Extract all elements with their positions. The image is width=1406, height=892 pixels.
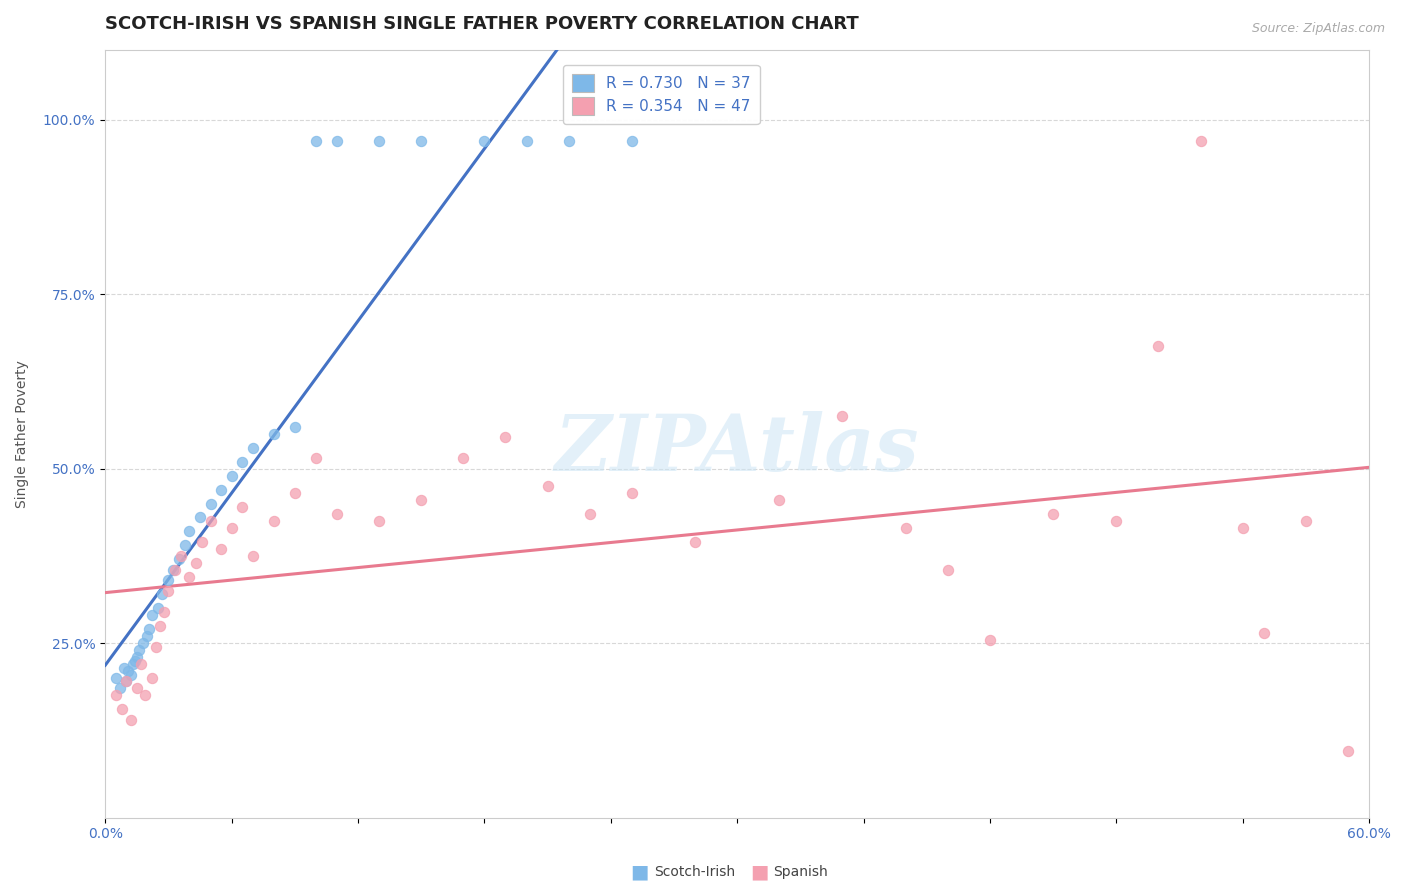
Point xyxy=(184,556,207,570)
Point xyxy=(157,574,180,588)
Point xyxy=(141,671,163,685)
Point xyxy=(163,563,186,577)
Point xyxy=(221,468,243,483)
Point xyxy=(411,134,433,148)
Point xyxy=(620,486,643,500)
Point xyxy=(894,521,917,535)
Point xyxy=(104,671,127,685)
Point xyxy=(200,496,222,510)
Point xyxy=(170,549,193,563)
Point xyxy=(136,629,159,643)
Point xyxy=(120,667,142,681)
Point xyxy=(111,702,134,716)
Point xyxy=(221,521,243,535)
Point xyxy=(1042,507,1064,521)
Point xyxy=(326,134,349,148)
Point xyxy=(129,657,152,671)
Point xyxy=(557,134,579,148)
Point xyxy=(128,643,150,657)
Point xyxy=(167,552,190,566)
Text: ■: ■ xyxy=(749,863,769,882)
Point xyxy=(242,441,264,455)
Point xyxy=(1295,514,1317,528)
Point xyxy=(174,538,197,552)
Y-axis label: Single Father Poverty: Single Father Poverty xyxy=(15,359,30,508)
Point xyxy=(326,507,349,521)
Legend: R = 0.730   N = 37, R = 0.354   N = 47: R = 0.730 N = 37, R = 0.354 N = 47 xyxy=(562,65,759,124)
Point xyxy=(936,563,959,577)
Point xyxy=(209,541,232,556)
Point xyxy=(149,618,172,632)
Point xyxy=(146,601,169,615)
Point xyxy=(157,583,180,598)
Point xyxy=(578,507,600,521)
Point xyxy=(125,681,148,696)
Point xyxy=(115,674,138,689)
Point xyxy=(1337,744,1360,758)
Point xyxy=(284,419,307,434)
Point xyxy=(117,664,139,678)
Point xyxy=(150,587,173,601)
Point xyxy=(141,608,163,623)
Point xyxy=(162,563,184,577)
Point xyxy=(284,486,307,500)
Point xyxy=(242,549,264,563)
Point xyxy=(231,455,253,469)
Point xyxy=(263,426,285,441)
Point xyxy=(368,134,391,148)
Point xyxy=(831,409,853,424)
Point xyxy=(1232,521,1254,535)
Point xyxy=(305,451,328,466)
Point xyxy=(453,451,475,466)
Text: ■: ■ xyxy=(630,863,650,882)
Point xyxy=(768,493,790,508)
Point xyxy=(145,640,167,654)
Point xyxy=(231,500,253,514)
Point xyxy=(179,524,201,539)
Text: Spanish: Spanish xyxy=(773,865,828,880)
Point xyxy=(125,650,148,665)
Point xyxy=(209,483,232,497)
Point xyxy=(1189,134,1212,148)
Point xyxy=(115,674,138,689)
Point xyxy=(474,134,496,148)
Point xyxy=(1147,339,1170,353)
Point xyxy=(536,479,558,493)
Point xyxy=(515,134,537,148)
Point xyxy=(188,510,211,524)
Point xyxy=(368,514,391,528)
Point xyxy=(191,535,214,549)
Point xyxy=(620,134,643,148)
Point xyxy=(132,636,155,650)
Point xyxy=(979,632,1001,647)
Point xyxy=(112,660,135,674)
Point xyxy=(494,430,516,444)
Point xyxy=(263,514,285,528)
Point xyxy=(120,713,142,727)
Point xyxy=(108,681,131,696)
Point xyxy=(1253,625,1275,640)
Point xyxy=(121,657,143,671)
Point xyxy=(200,514,222,528)
Point xyxy=(179,570,201,584)
Point xyxy=(305,134,328,148)
Text: ZIPAtlas: ZIPAtlas xyxy=(555,411,920,487)
Point xyxy=(411,493,433,508)
Point xyxy=(1105,514,1128,528)
Point xyxy=(138,622,160,636)
Text: SCOTCH-IRISH VS SPANISH SINGLE FATHER POVERTY CORRELATION CHART: SCOTCH-IRISH VS SPANISH SINGLE FATHER PO… xyxy=(105,15,859,33)
Point xyxy=(104,689,127,703)
Point xyxy=(134,689,156,703)
Text: Source: ZipAtlas.com: Source: ZipAtlas.com xyxy=(1251,22,1385,36)
Text: Scotch-Irish: Scotch-Irish xyxy=(654,865,735,880)
Point xyxy=(683,535,706,549)
Point xyxy=(124,654,146,668)
Point xyxy=(153,605,176,619)
